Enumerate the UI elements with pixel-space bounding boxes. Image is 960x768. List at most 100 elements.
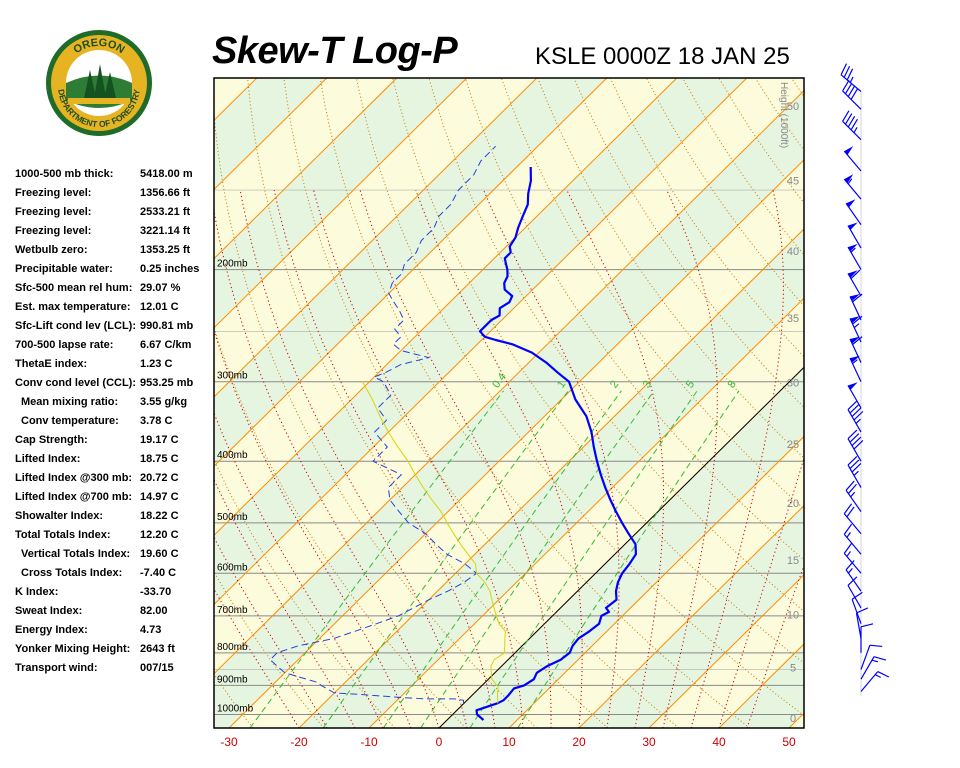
index-label: Sfc-500 mean rel hum: (15, 282, 133, 294)
wind-barb-feather (847, 456, 858, 466)
x-tick-label: 40 (712, 735, 726, 749)
index-label: Conv cond level (CCL): (15, 377, 137, 389)
index-row: Showalter Index: 18.22 C (15, 510, 215, 529)
index-value: 18.75 C (140, 453, 179, 465)
wind-barb-shaft (849, 296, 862, 321)
isotherm-line (214, 78, 398, 260)
isotherm-line (788, 712, 804, 728)
wind-barb-feather (847, 483, 857, 494)
wind-barb (847, 576, 862, 609)
x-tick-label: -20 (290, 735, 308, 749)
height-axis-label: Height (1000ft) (778, 82, 789, 148)
wind-barb-shaft (843, 513, 862, 535)
index-row: Mean mixing ratio: 3.55 g/kg (15, 396, 215, 415)
index-label: Est. max temperature: (15, 301, 131, 313)
wind-barb-feather (849, 459, 860, 469)
dry-adiabat-line (864, 78, 960, 728)
moist-adiabat-line (718, 456, 804, 728)
plot-frame (213, 77, 805, 729)
x-tick-labels: -30 -20 -10 0 10 20 30 40 50 (220, 735, 796, 749)
index-row: Wetbulb zero: 1353.25 ft (15, 244, 215, 263)
index-value: 1.23 C (140, 358, 173, 370)
wind-barb-feather (843, 543, 853, 554)
index-label: Cap Strength: (15, 434, 88, 446)
height-tick-label: 5 (790, 662, 796, 674)
mixing-ratio-lines (249, 390, 740, 728)
index-row: Lifted Index: 18.75 C (15, 453, 215, 472)
dry-adiabat-line (900, 78, 960, 728)
index-row: Precipitable water: 0.25 inches (15, 263, 215, 282)
wind-barb (845, 199, 862, 226)
wind-barb-feather (851, 436, 862, 447)
x-tick-label: 0 (436, 735, 443, 749)
wind-barb-flag (844, 146, 854, 155)
wind-barb-feather (845, 480, 855, 491)
index-row: Total Totals Index: 12.20 C (15, 529, 215, 548)
dewpoint-line (269, 145, 497, 704)
index-row: Freezing level: 2533.21 ft (15, 206, 215, 225)
moist-adiabat-line (214, 478, 356, 728)
wind-barb-shaft (860, 644, 871, 670)
moist-adiabat-line (214, 536, 328, 728)
mixing-ratio-line (382, 390, 622, 728)
isotherm-line (508, 435, 804, 728)
station-time-label: KSLE 0000Z 18 JAN 25 (535, 43, 790, 70)
x-tick-label: 30 (642, 735, 656, 749)
mixing-ratio-labels: 0.4 1 2 3 5 8 (490, 371, 739, 390)
index-row: Sfc-Lift cond lev (LCL): 990.81 mb (15, 320, 215, 339)
index-value: 18.22 C (140, 510, 179, 522)
index-row: Sweat Index: 82.00 (15, 605, 215, 624)
moist-adiabat-line (746, 564, 804, 728)
pressure-label: 200mb (217, 259, 248, 270)
wind-barb-flag (844, 174, 854, 184)
wind-barb-shaft (843, 178, 862, 200)
height-tick-label: 50 (787, 101, 799, 113)
wind-barb-flag (850, 294, 860, 301)
index-value: 3.55 g/kg (140, 396, 188, 408)
index-value: 29.07 % (140, 282, 181, 294)
index-label: Showalter Index: (15, 510, 104, 522)
wind-barb (845, 560, 862, 592)
index-label: Energy Index: (15, 624, 88, 636)
dry-adiabat-line (247, 78, 609, 728)
x-tick-label: 50 (782, 735, 796, 749)
wind-barb-shaft (845, 569, 862, 592)
wind-barb-shaft (847, 438, 862, 462)
wind-barb-shaft (849, 357, 862, 382)
wind-barb-half-feather (850, 247, 856, 253)
index-value: 4.73 (140, 624, 162, 636)
wind-barb-shaft (851, 599, 862, 624)
index-row: Est. max temperature: 12.01 C (15, 301, 215, 320)
height-tick-label: 45 (787, 175, 799, 187)
mixing-ratio-line (322, 390, 569, 728)
mixing-ratio-label: 1 (555, 379, 568, 391)
isotherm-line (214, 78, 748, 606)
wind-barb-feather (842, 110, 850, 122)
wind-barb-half-feather (853, 323, 860, 329)
wind-barb (845, 480, 862, 512)
x-tick-label: -30 (220, 735, 238, 749)
wind-barb-feather (869, 644, 883, 648)
wind-barb (843, 146, 862, 172)
wind-barb-half-feather (874, 674, 881, 678)
index-value: 82.00 (140, 605, 168, 617)
x-tick-label: -10 (360, 735, 378, 749)
index-row: Energy Index: 4.73 (15, 624, 215, 643)
isotherm-line (214, 78, 328, 191)
wind-barb-half-feather (849, 76, 854, 83)
index-row: Lifted Index @300 mb: 20.72 C (15, 472, 215, 491)
wind-barb (842, 110, 862, 141)
wind-barb-feather (844, 113, 853, 125)
wind-barb (851, 591, 863, 624)
wind-barb-feather (845, 560, 855, 571)
wind-barb-shaft (845, 203, 862, 226)
height-tick-label: 10 (787, 610, 799, 622)
index-value: 12.20 C (140, 529, 179, 541)
isotherm-band (214, 90, 804, 728)
wind-barb-feather (846, 506, 855, 518)
index-label: Lifted Index @300 mb: (15, 472, 133, 484)
wind-barb-feather (856, 607, 869, 614)
wind-barb-half-feather (846, 551, 851, 557)
wind-barb-feather (847, 85, 856, 97)
moist-adiabat-line (359, 189, 552, 728)
